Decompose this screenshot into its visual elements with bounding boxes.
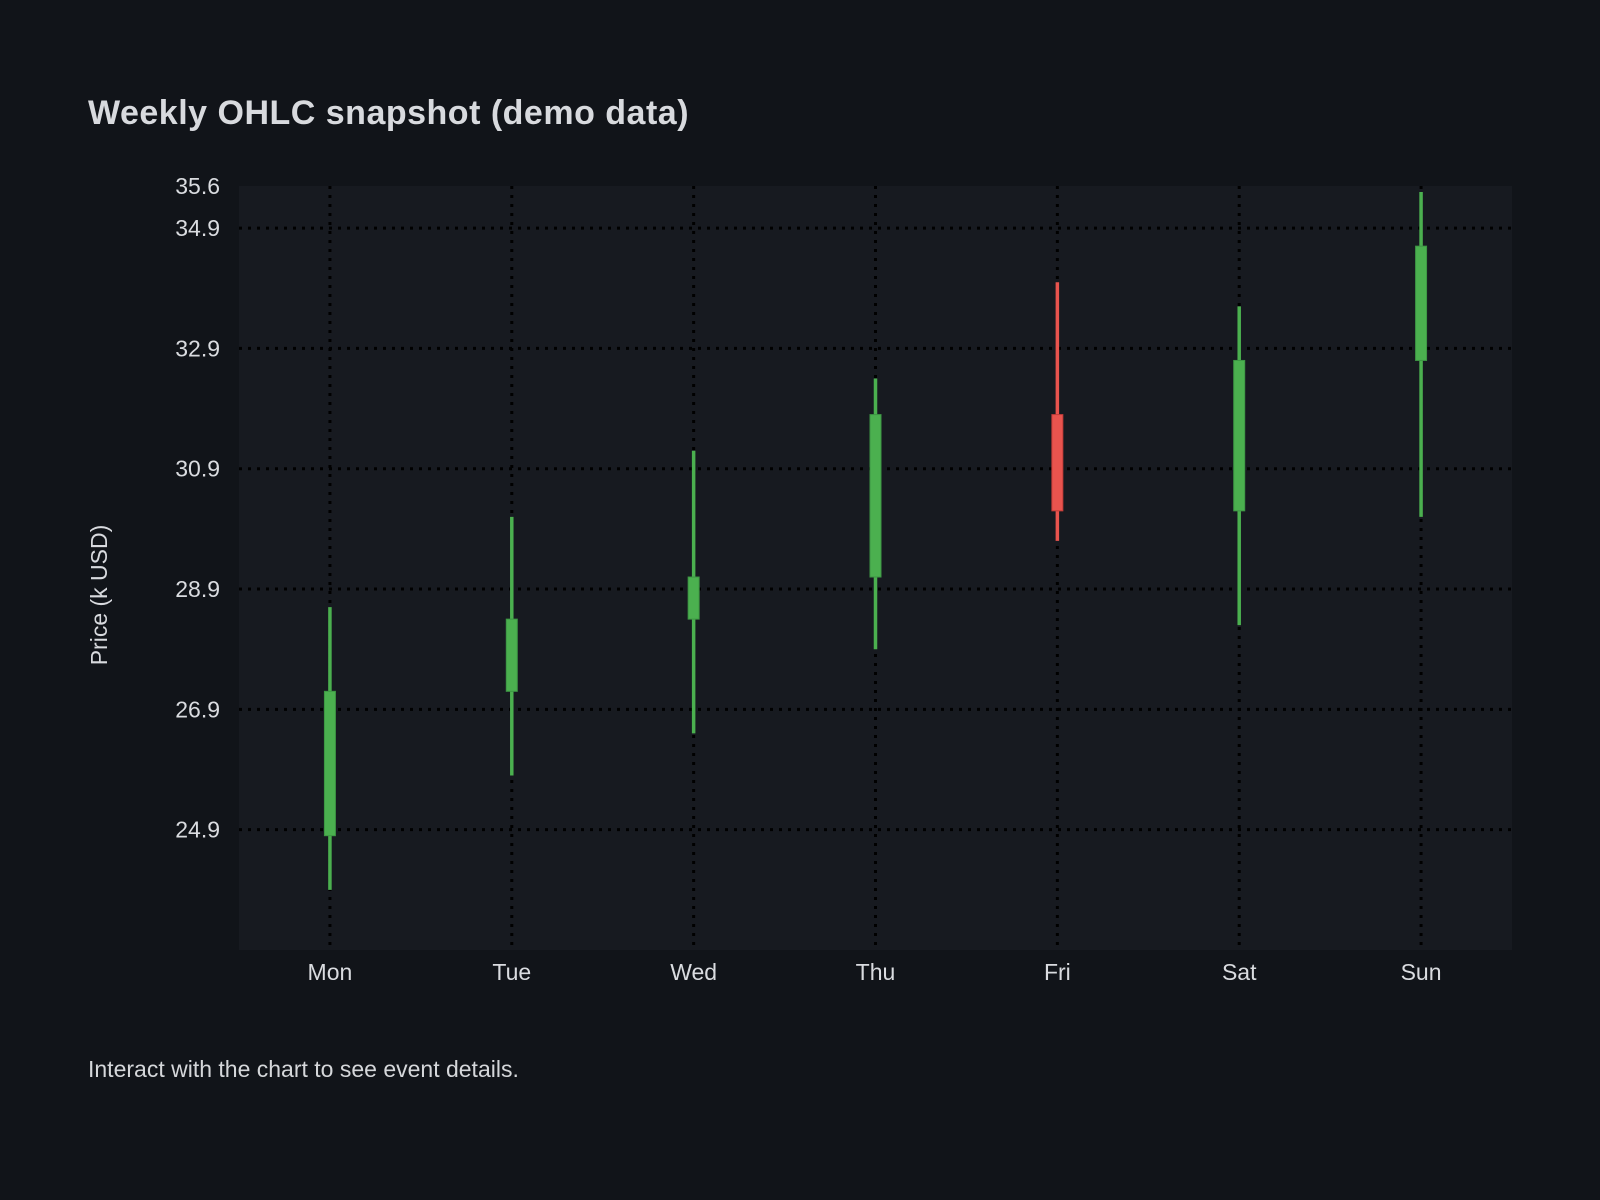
x-tick-label: Thu	[856, 959, 896, 985]
candle-body-thu[interactable]	[869, 414, 882, 578]
candle-body-sat[interactable]	[1233, 359, 1246, 512]
x-tick-label: Wed	[670, 959, 717, 985]
chart-footer-note: Interact with the chart to see event det…	[88, 1056, 519, 1082]
x-tick-label: Fri	[1044, 959, 1071, 985]
y-tick-label: 28.9	[175, 576, 220, 602]
candle-body-fri[interactable]	[1051, 414, 1064, 512]
x-tick-label: Tue	[492, 959, 531, 985]
y-tick-label: 24.9	[175, 817, 220, 843]
y-axis-label: Price (k USD)	[86, 525, 112, 666]
y-tick-label: 30.9	[175, 456, 220, 482]
x-tick-label: Mon	[308, 959, 353, 985]
candle-body-wed[interactable]	[687, 576, 700, 620]
candle-body-sun[interactable]	[1415, 245, 1428, 361]
y-tick-label: 34.9	[175, 215, 220, 241]
candle-body-mon[interactable]	[323, 690, 336, 837]
candle-body-tue[interactable]	[505, 618, 518, 692]
y-tick-label: 35.6	[175, 173, 220, 199]
y-tick-label: 26.9	[175, 696, 220, 722]
chart-title: Weekly OHLC snapshot (demo data)	[88, 94, 690, 132]
x-tick-label: Sat	[1222, 959, 1257, 985]
x-tick-label: Sun	[1401, 959, 1442, 985]
y-tick-label: 32.9	[175, 335, 220, 361]
